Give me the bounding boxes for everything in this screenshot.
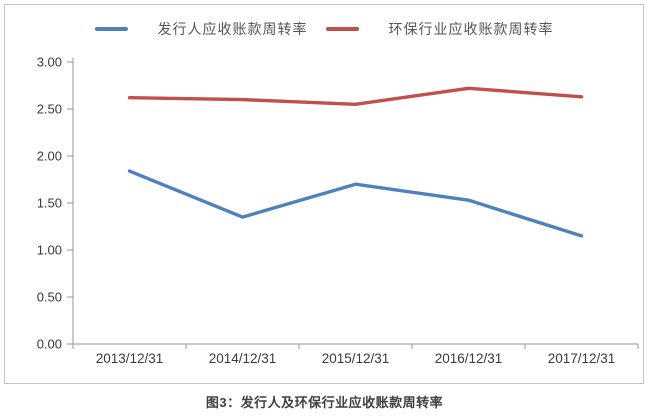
x-tick-label: 2014/12/31 bbox=[209, 351, 277, 366]
series-line-1 bbox=[127, 86, 584, 107]
chart-plot-area: 发行人应收账款周转率 环保行业应收账款周转率 0.00 0.50 1.00 1.50 2… bbox=[4, 4, 644, 384]
figure-caption: 图3：发行人及环保行业应收账款周转率 bbox=[205, 395, 444, 410]
y-tick-label: 0.00 bbox=[37, 337, 62, 352]
y-tick-label: 2.00 bbox=[37, 149, 62, 164]
y-tick-label: 1.00 bbox=[37, 243, 62, 258]
chart-legend: 发行人应收账款周转率 环保行业应收账款周转率 bbox=[5, 19, 643, 39]
y-tick-label: 1.50 bbox=[37, 196, 62, 211]
x-tick-label: 2015/12/31 bbox=[322, 351, 390, 366]
y-tick-label: 3.00 bbox=[37, 55, 62, 70]
x-tick-label: 2013/12/31 bbox=[96, 351, 164, 366]
series-line-0 bbox=[127, 169, 584, 238]
y-tick-label: 2.50 bbox=[37, 102, 62, 117]
legend-label-industry: 环保行业应收账款周转率 bbox=[388, 21, 554, 37]
x-tick-label: 2017/12/31 bbox=[548, 351, 616, 366]
y-tick-label: 0.50 bbox=[37, 290, 62, 305]
legend-label-issuer: 发行人应收账款周转率 bbox=[157, 21, 308, 37]
plot-svg: 0.00 0.50 1.00 1.50 2.00 2.50 3.00 2013/12/31 20… bbox=[37, 55, 639, 366]
legend-swatch-red-line-icon bbox=[325, 27, 359, 31]
legend-item-issuer: 发行人应收账款周转率 bbox=[94, 19, 308, 39]
legend-item-industry: 环保行业应收账款周转率 bbox=[325, 19, 554, 39]
x-tick-label: 2016/12/31 bbox=[435, 351, 503, 366]
legend-swatch-blue-line-icon bbox=[94, 27, 128, 31]
